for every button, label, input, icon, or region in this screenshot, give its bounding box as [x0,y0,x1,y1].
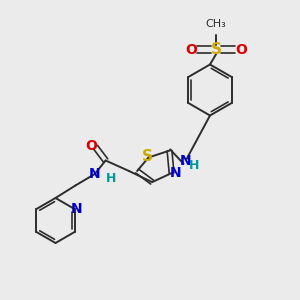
Text: N: N [179,154,191,168]
Text: N: N [71,202,82,216]
Text: O: O [85,139,97,152]
Text: H: H [189,159,200,172]
Text: CH₃: CH₃ [206,19,226,29]
Text: S: S [142,149,152,164]
Text: N: N [170,166,182,180]
Text: S: S [211,42,221,57]
Text: O: O [235,43,247,56]
Text: O: O [185,43,197,56]
Text: H: H [106,172,116,185]
Text: N: N [89,167,100,181]
